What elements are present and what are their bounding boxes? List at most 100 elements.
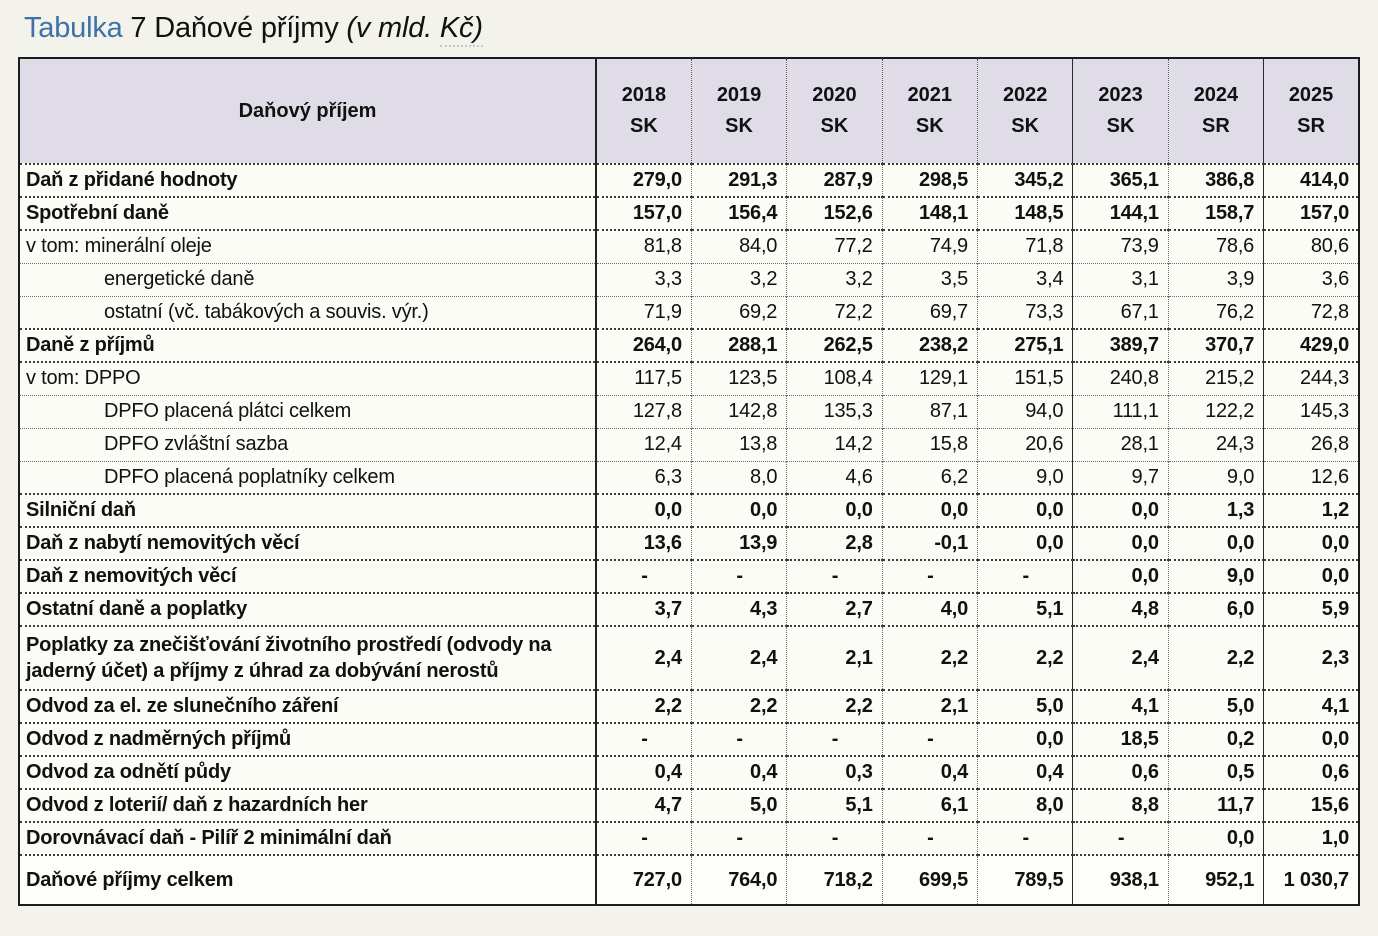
cell-value: 12,6	[1263, 460, 1359, 494]
cell-value: -0,1	[881, 526, 978, 560]
cell-value: 20,6	[976, 427, 1073, 461]
cell-value: 2,2	[786, 689, 883, 723]
table-row: Odvod za odnětí půdy 0,4 0,4 0,3 0,4 0,4 0,6 0,…	[19, 755, 1359, 789]
column-year: 2021	[907, 84, 953, 106]
row-label: Daňové příjmy celkem	[19, 854, 596, 905]
cell-value: 4,7	[594, 788, 692, 822]
cell-value: 0,0	[1072, 526, 1169, 560]
cell-value: 73,3	[976, 295, 1073, 329]
cell-value: 111,1	[1072, 394, 1169, 428]
table-row: v tom: DPPO 117,5 123,5 108,4 129,1 151,5 240,…	[19, 361, 1359, 395]
cell-value: 2,2	[976, 625, 1073, 690]
cell-value: -	[881, 559, 978, 593]
cell-value: 389,7	[1072, 328, 1169, 362]
cell-value: -	[786, 722, 883, 756]
table-row: Daňové příjmy celkem 727,0 764,0 718,2 699,5…	[19, 854, 1359, 905]
header-row: Daňový příjem 2018 SK 2019 SK 2020 SK 2021 SK 20…	[19, 58, 1359, 165]
cell-value: 0,4	[976, 755, 1073, 789]
cell-value: 78,6	[1167, 229, 1264, 263]
table-row: v tom: minerální oleje 81,8 84,0 77,2 74,9 71…	[19, 229, 1359, 263]
cell-value: 4,0	[881, 592, 978, 626]
cell-value: 0,0	[1263, 559, 1359, 593]
cell-value: 72,8	[1263, 295, 1359, 329]
cell-value: 74,9	[881, 229, 978, 263]
cell-value: 0,0	[690, 493, 787, 527]
cell-value: 148,1	[881, 196, 978, 230]
cell-value: 6,1	[881, 788, 978, 822]
cell-value: 1,0	[1263, 821, 1359, 855]
row-label: Daň z nabytí nemovitých věcí	[19, 526, 596, 560]
table-row: Daně z příjmů 264,0 288,1 262,5 238,2 275,1 38…	[19, 328, 1359, 362]
cell-value: 8,8	[1072, 788, 1169, 822]
cell-value: 938,1	[1072, 854, 1169, 905]
cell-value: 5,0	[1167, 689, 1264, 723]
cell-value: 9,0	[1167, 460, 1264, 494]
cell-value: 345,2	[976, 163, 1073, 197]
column-year: 2020	[812, 84, 857, 106]
cell-value: 3,2	[786, 262, 883, 296]
column-year: 2023	[1098, 84, 1143, 106]
cell-value: 240,8	[1072, 361, 1169, 395]
table-header: Daňový příjem 2018 SK 2019 SK 2020 SK 2021 SK 20…	[19, 58, 1359, 165]
cell-value: 71,8	[976, 229, 1073, 263]
cell-value: 157,0	[594, 196, 692, 230]
cell-value: 144,1	[1072, 196, 1169, 230]
cell-value: 122,2	[1167, 394, 1264, 428]
cell-value: -	[690, 722, 787, 756]
cell-value: 0,0	[1263, 526, 1359, 560]
cell-value: 298,5	[881, 163, 978, 197]
cell-value: 13,9	[690, 526, 787, 560]
cell-value: 0,5	[1167, 755, 1264, 789]
cell-value: 80,6	[1263, 229, 1359, 263]
cell-value: 0,0	[1072, 559, 1169, 593]
cell-value: 0,0	[1263, 722, 1359, 756]
row-label: Daň z nemovitých věcí	[19, 559, 596, 593]
cell-value: 6,3	[594, 460, 692, 494]
table-row: energetické daně 3,3 3,2 3,2 3,5 3,4 3,1 3,9 3,6	[19, 262, 1359, 296]
table-row: Dorovnávací daň - Pilíř 2 minimální daň -…	[19, 821, 1359, 855]
cell-value: 15,6	[1263, 788, 1359, 822]
cell-value: 789,5	[976, 854, 1073, 905]
cell-value: 0,6	[1263, 755, 1359, 789]
cell-value: 5,0	[976, 689, 1073, 723]
cell-value: 365,1	[1072, 163, 1169, 197]
row-label: Poplatky za znečišťování životního prost…	[19, 625, 596, 690]
column-year: 2024	[1193, 84, 1239, 106]
cell-value: 2,2	[881, 625, 978, 690]
cell-value: 5,9	[1263, 592, 1359, 626]
cell-value: 84,0	[690, 229, 787, 263]
cell-value: -	[594, 559, 692, 593]
column-header-2020: 2020 SK	[786, 58, 883, 165]
cell-value: 158,7	[1167, 196, 1264, 230]
cell-value: 0,6	[1072, 755, 1169, 789]
column-year: 2025	[1288, 84, 1334, 106]
cell-value: 67,1	[1072, 295, 1169, 329]
cell-value: -	[976, 821, 1073, 855]
cell-value: 1,2	[1263, 493, 1359, 527]
cell-value: 2,4	[690, 625, 787, 690]
table-row: Odvod z nadměrných příjmů - - - -0,0 18,5 0,2 0…	[19, 722, 1359, 756]
cell-value: 1,3	[1167, 493, 1264, 527]
cell-value: 0,0	[1072, 493, 1169, 527]
cell-value: 291,3	[690, 163, 787, 197]
cell-value: 2,2	[1167, 625, 1264, 690]
cell-value: 3,4	[976, 262, 1073, 296]
cell-value: -	[786, 821, 883, 855]
column-header-2019: 2019 SK	[690, 58, 787, 165]
cell-value: 3,2	[690, 262, 787, 296]
cell-value: 87,1	[881, 394, 978, 428]
row-label: Daň z přidané hodnoty	[19, 163, 596, 197]
cell-value: 2,1	[881, 689, 978, 723]
table-row: Spotřební daně 157,0 156,4 152,6 148,1 148,5 1…	[19, 196, 1359, 230]
cell-value: 26,8	[1263, 427, 1359, 461]
column-year: 2018	[621, 84, 667, 106]
cell-value: 94,0	[976, 394, 1073, 428]
title-unit-prefix: (v mld.	[346, 12, 440, 44]
column-type: SR	[1202, 115, 1230, 137]
cell-value: 13,6	[594, 526, 692, 560]
cell-value: 2,2	[690, 689, 787, 723]
row-label: Ostatní daně a poplatky	[19, 592, 596, 626]
cell-value: 81,8	[594, 229, 692, 263]
cell-value: 9,7	[1072, 460, 1169, 494]
table-row: Odvod z loterií/ daň z hazardních her 4,7…	[19, 788, 1359, 822]
